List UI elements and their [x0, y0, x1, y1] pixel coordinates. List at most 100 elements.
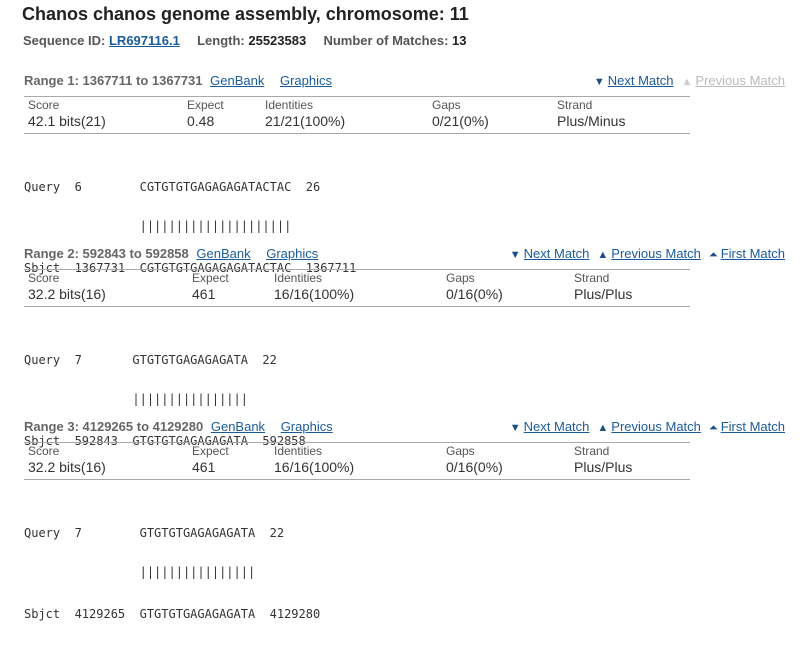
previous-match-button[interactable]: ▲ Previous Match	[597, 419, 700, 434]
previous-match-button[interactable]: ▲ Previous Match	[597, 246, 700, 261]
previous-match-label[interactable]: Previous Match	[611, 419, 701, 434]
double-arrow-up-icon: ⏶	[708, 249, 718, 261]
gaps-value: 0/16(0%)	[446, 459, 503, 475]
previous-match-label[interactable]: Previous Match	[611, 246, 701, 261]
arrow-down-icon: ▼	[593, 76, 605, 88]
length-label: Length:	[197, 33, 245, 48]
identities-label: Identities	[274, 271, 323, 285]
next-match-label[interactable]: Next Match	[607, 73, 674, 88]
range-title: Range 2: 592843 to 592858	[24, 246, 189, 261]
strand-cell: Strand Plus/Plus	[574, 271, 632, 303]
stats-table: Score 32.2 bits(16) Expect 461 Identitie…	[24, 442, 690, 480]
next-match-button[interactable]: ▼ Next Match	[594, 73, 674, 88]
range-1: Range 1: 1367711 to 1367731 GenBank Grap…	[0, 73, 804, 275]
query-line: Query 7 GTGTGTGAGAGAGATA 22	[24, 526, 285, 540]
range-title: Range 1: 1367711 to 1367731	[24, 73, 203, 88]
strand-cell: Strand Plus/Minus	[557, 98, 625, 130]
identities-cell: Identities 16/16(100%)	[274, 444, 354, 476]
match-line: ||||||||||||||||	[24, 392, 248, 406]
genbank-link[interactable]: GenBank	[196, 246, 251, 261]
expect-label: Expect	[187, 98, 224, 112]
gaps-cell: Gaps 0/16(0%)	[446, 444, 503, 476]
gaps-cell: Gaps 0/16(0%)	[446, 271, 503, 303]
alignment-block: Query 7 GTGTGTGAGAGAGATA 22 ||||||||||||…	[24, 328, 306, 474]
expect-value: 461	[192, 286, 216, 302]
score-value: 32.2 bits(16)	[28, 459, 106, 475]
score-value: 32.2 bits(16)	[28, 286, 106, 302]
first-match-label[interactable]: First Match	[720, 246, 785, 261]
range-title: Range 3: 4129265 to 4129280	[24, 419, 204, 434]
match-navigation: ▼ Next Match ▲ Previous Match	[594, 73, 785, 88]
match-navigation: ▼ Next Match ▲ Previous Match ⏶ First Match	[510, 419, 785, 435]
expect-label: Expect	[192, 271, 229, 285]
strand-label: Strand	[557, 98, 593, 112]
alignment-block: Query 7 GTGTGTGAGAGAGATA 22 ||||||||||||…	[24, 501, 320, 647]
first-match-button[interactable]: ⏶ First Match	[709, 246, 785, 262]
gaps-label: Gaps	[432, 98, 461, 112]
graphics-link[interactable]: Graphics	[280, 419, 333, 434]
score-label: Score	[28, 444, 60, 458]
range-3: Range 3: 4129265 to 4129280 GenBank Grap…	[0, 419, 804, 621]
range-2: Range 2: 592843 to 592858 GenBank Graphi…	[0, 246, 804, 448]
identities-value: 21/21(100%)	[265, 113, 346, 129]
next-match-label[interactable]: Next Match	[523, 419, 590, 434]
next-match-button[interactable]: ▼ Next Match	[510, 419, 590, 434]
previous-match-button: ▲ Previous Match	[682, 73, 785, 88]
expect-value: 461	[192, 459, 216, 475]
previous-match-label: Previous Match	[695, 73, 785, 88]
score-value: 42.1 bits(21)	[28, 113, 106, 129]
identities-label: Identities	[274, 444, 323, 458]
alignment-block: Query 6 CGTGTGTGAGAGAGATACTAC 26 |||||||…	[24, 155, 356, 301]
score-cell: Score 32.2 bits(16)	[28, 444, 106, 476]
score-label: Score	[28, 271, 60, 285]
next-match-button[interactable]: ▼ Next Match	[510, 246, 590, 261]
graphics-link[interactable]: Graphics	[266, 246, 319, 261]
strand-value: Plus/Plus	[574, 286, 633, 302]
gaps-value: 0/21(0%)	[432, 113, 489, 129]
score-label: Score	[28, 98, 60, 112]
strand-cell: Strand Plus/Plus	[574, 444, 632, 476]
matches-value: 13	[452, 33, 467, 48]
strand-label: Strand	[574, 271, 610, 285]
expect-cell: Expect 461	[192, 271, 229, 303]
sequence-id-link[interactable]: LR697116.1	[108, 33, 180, 48]
gaps-value: 0/16(0%)	[446, 286, 503, 302]
stats-table: Score 42.1 bits(21) Expect 0.48 Identiti…	[24, 96, 690, 134]
genbank-link[interactable]: GenBank	[210, 73, 265, 88]
query-line: Query 6 CGTGTGTGAGAGAGATACTAC 26	[24, 180, 321, 194]
identities-label: Identities	[265, 98, 314, 112]
genbank-link[interactable]: GenBank	[210, 419, 266, 434]
expect-value: 0.48	[187, 113, 215, 129]
arrow-up-icon: ▲	[597, 422, 609, 434]
first-match-label[interactable]: First Match	[720, 419, 785, 434]
arrow-down-icon: ▼	[509, 422, 521, 434]
identities-value: 16/16(100%)	[274, 459, 355, 475]
double-arrow-up-icon: ⏶	[708, 422, 718, 434]
gaps-cell: Gaps 0/21(0%)	[432, 98, 489, 130]
next-match-label[interactable]: Next Match	[523, 246, 590, 261]
expect-cell: Expect 0.48	[187, 98, 224, 130]
arrow-up-icon: ▲	[597, 249, 609, 261]
score-cell: Score 42.1 bits(21)	[28, 98, 106, 130]
sequence-info: Sequence ID: LR697116.1 Length: 25523583…	[23, 33, 467, 48]
arrow-down-icon: ▼	[509, 249, 521, 261]
matches-label: Number of Matches:	[323, 33, 449, 48]
sequence-id-label: Sequence ID:	[23, 33, 106, 48]
match-line: |||||||||||||||||||||	[24, 219, 292, 233]
sbjct-line: Sbjct 4129265 GTGTGTGAGAGAGATA 4129280	[24, 607, 321, 621]
graphics-link[interactable]: Graphics	[279, 73, 332, 88]
stats-table: Score 32.2 bits(16) Expect 461 Identitie…	[24, 269, 690, 307]
expect-label: Expect	[192, 444, 229, 458]
length-value: 25523583	[248, 33, 307, 48]
arrow-up-icon: ▲	[681, 76, 693, 88]
gaps-label: Gaps	[446, 271, 475, 285]
identities-cell: Identities 21/21(100%)	[265, 98, 345, 130]
strand-value: Plus/Plus	[574, 459, 633, 475]
identities-value: 16/16(100%)	[274, 286, 355, 302]
expect-cell: Expect 461	[192, 444, 229, 476]
match-line: ||||||||||||||||	[24, 565, 256, 579]
match-navigation: ▼ Next Match ▲ Previous Match ⏶ First Match	[510, 246, 785, 262]
sbjct-line: Sbjct 592843 GTGTGTGAGAGAGATA 592858	[24, 434, 306, 448]
first-match-button[interactable]: ⏶ First Match	[709, 419, 785, 435]
gaps-label: Gaps	[446, 444, 475, 458]
